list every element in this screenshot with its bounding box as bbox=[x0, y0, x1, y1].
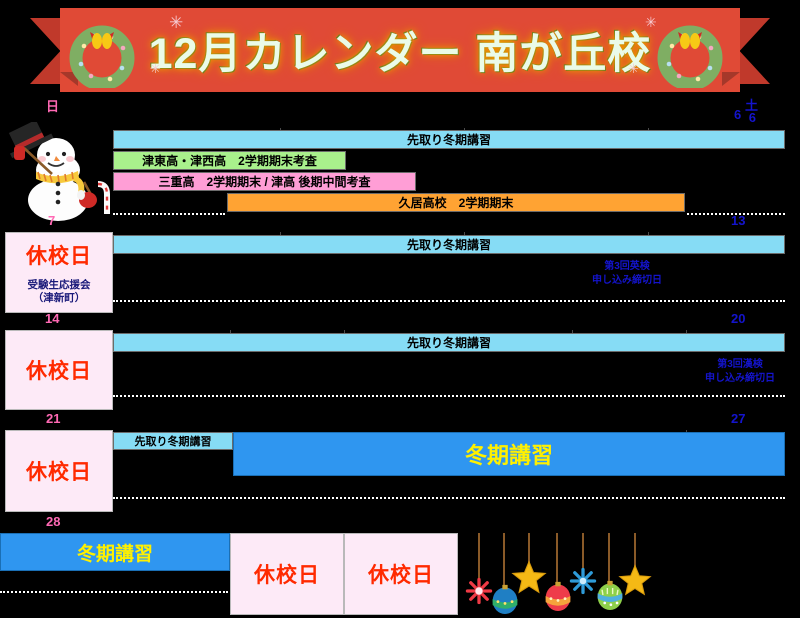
dotted-separator bbox=[687, 213, 785, 215]
event-bar-miehigh-tsuhigh[interactable]: 三重高 2学期期末 / 津高 後期中間考査 bbox=[113, 172, 416, 191]
event-bar-hisaikoko[interactable]: 久居高校 2学期期末 bbox=[227, 193, 685, 212]
star-ornament-icon bbox=[618, 533, 652, 613]
day-number-28: 28 bbox=[46, 514, 61, 529]
week-3: 14 20 休校日 先取り冬期講習 第3回漢検 申し込み締切日 bbox=[0, 311, 800, 410]
christmas-wreath-icon bbox=[657, 25, 723, 88]
week-4: 21 27 休校日 先取り冬期講習 冬期講習 bbox=[0, 411, 800, 512]
day-number-27: 27 bbox=[731, 411, 746, 426]
event-note-line2: 申し込み締切日 bbox=[592, 274, 662, 286]
event-bar-winter-course-week4[interactable]: 冬期講習 bbox=[233, 432, 785, 476]
closed-day-cell-week3[interactable]: 休校日 bbox=[5, 330, 113, 410]
snowflake-icon: ✳ bbox=[150, 61, 161, 76]
event-bar-senndori-week4[interactable]: 先取り冬期講習 bbox=[113, 432, 233, 450]
snowflake-ornament-icon bbox=[566, 533, 600, 613]
event-note-kanken-deadline: 第3回漢検 申し込み締切日 bbox=[686, 358, 794, 385]
dotted-separator bbox=[113, 300, 785, 302]
event-bar-senndori-week1[interactable]: 先取り冬期講習 bbox=[113, 130, 785, 149]
snowflake-icon: ✳ bbox=[628, 61, 639, 76]
snowflake-icon: ✳ bbox=[169, 13, 184, 32]
dotted-separator bbox=[0, 591, 228, 593]
closed-day-cell-week4[interactable]: 休校日 bbox=[5, 430, 113, 512]
closed-day-note: 受験生応援会 （津新町） bbox=[27, 278, 91, 304]
page-title: 12月カレンダー 南が丘校 bbox=[148, 30, 652, 78]
week-2: 7 13 休校日 受験生応援会 （津新町） 先取り冬期講習 第3回英検 申し込み締… bbox=[0, 213, 800, 313]
event-bar-tsuhigashi-tsusai[interactable]: 津東高・津西高 2学期期末考査 bbox=[113, 151, 346, 170]
ball-ornament-icon bbox=[540, 533, 574, 613]
banner: ✳ ✳ ✳ ✳ 12月カレンダー 南が丘校 bbox=[0, 0, 800, 100]
event-note-line1: 第3回漢検 bbox=[717, 359, 763, 370]
dotted-separator bbox=[113, 213, 225, 215]
closed-day-cell-week2[interactable]: 休校日 受験生応援会 （津新町） bbox=[5, 232, 113, 313]
day-number-14: 14 bbox=[45, 311, 60, 326]
closed-day-label: 休校日 bbox=[254, 564, 320, 587]
dotted-separator bbox=[113, 395, 785, 397]
event-note-eiken-deadline: 第3回英検 申し込み締切日 bbox=[562, 260, 692, 287]
event-note-line2: 申し込み締切日 bbox=[705, 372, 775, 384]
day-number-21: 21 bbox=[46, 411, 61, 426]
closed-day-label: 休校日 bbox=[368, 564, 434, 587]
closed-day-label: 休校日 bbox=[26, 461, 92, 484]
week-5: 28 冬期講習 休校日 休校日 bbox=[0, 514, 800, 615]
weekday-label-saturday: 土 bbox=[744, 98, 758, 113]
snowflake-ornament-icon bbox=[462, 533, 496, 613]
closed-day-cell-week5-b[interactable]: 休校日 bbox=[344, 533, 458, 615]
day-number-13: 13 bbox=[731, 213, 746, 228]
day-number-6: 6 bbox=[748, 110, 756, 125]
event-bar-senndori-week2[interactable]: 先取り冬期講習 bbox=[113, 235, 785, 254]
day-number-20: 20 bbox=[731, 311, 746, 326]
ribbon-body bbox=[60, 8, 740, 92]
weekday-header: 日 土 6 bbox=[0, 96, 800, 128]
closed-day-label: 休校日 bbox=[26, 360, 92, 383]
closed-day-label: 休校日 bbox=[26, 244, 92, 268]
event-note-line1: 第3回英検 bbox=[604, 261, 650, 272]
snowflake-icon: ✳ bbox=[645, 14, 657, 30]
week-1: 6 先取り冬期講習 津東高・津西高 2学期期末考査 三重高 2学期期末 / 津高… bbox=[0, 107, 800, 222]
day-number-week1-end: 6 bbox=[734, 107, 742, 122]
day-number-7: 7 bbox=[48, 213, 56, 228]
ball-ornament-icon bbox=[487, 533, 521, 614]
weekday-label-sunday: 日 bbox=[46, 99, 60, 114]
closed-day-cell-week5-a[interactable]: 休校日 bbox=[230, 533, 344, 615]
snowman-icon bbox=[8, 122, 110, 221]
event-bar-winter-course-week5[interactable]: 冬期講習 bbox=[0, 533, 230, 571]
event-bar-senndori-week3[interactable]: 先取り冬期講習 bbox=[113, 333, 785, 352]
christmas-wreath-icon bbox=[69, 25, 135, 88]
ball-ornament-icon bbox=[592, 533, 626, 613]
dotted-separator bbox=[113, 497, 785, 499]
star-ornament-icon bbox=[511, 533, 547, 613]
